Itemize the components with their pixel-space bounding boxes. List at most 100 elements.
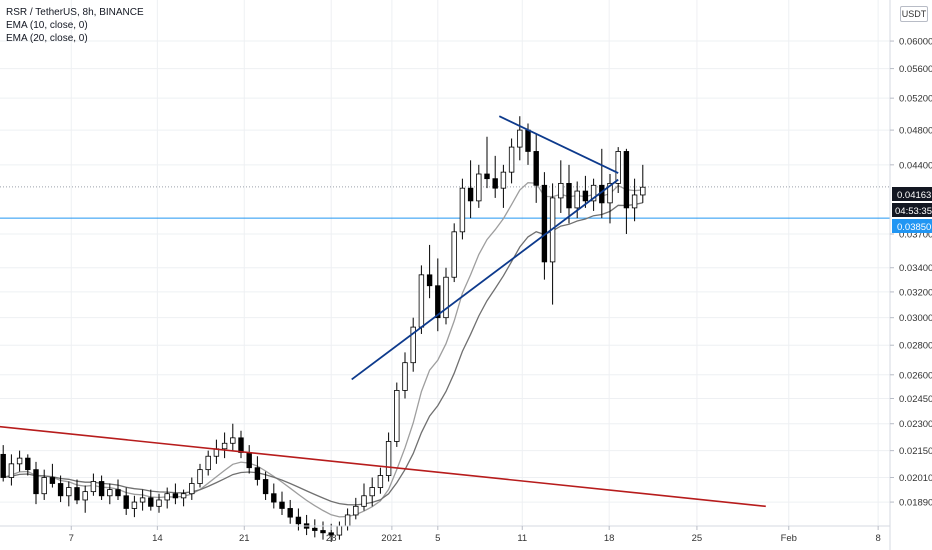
candle-body [271, 493, 277, 503]
candle-body [435, 285, 441, 319]
candle-body [484, 173, 490, 180]
candle-body [353, 505, 359, 516]
candle-body [467, 187, 474, 202]
candle [599, 148, 605, 219]
hline-price-label: 0.03850 [897, 222, 931, 233]
candle-body [320, 530, 326, 534]
candle-body [361, 495, 367, 507]
candle-body [344, 514, 351, 527]
candle [320, 521, 326, 540]
candle-body [541, 184, 548, 263]
red-trend-line[interactable] [0, 392, 766, 508]
candle-body [426, 274, 433, 287]
x-tick-label: 8 [875, 533, 880, 544]
candle-body [492, 178, 498, 189]
symbol-title[interactable]: RSR / TetherUS, 8h, BINANCE [6, 7, 144, 18]
candle [402, 352, 408, 399]
candle-body [418, 274, 425, 328]
price-axis[interactable]: 0.06000 0.05600 0.05200 0.04800 0.04400 0.037… [890, 37, 932, 509]
time-axis[interactable]: 7 14 21 28 2021 5 11 18 25 Feb 8 [69, 526, 881, 544]
candle [615, 147, 621, 194]
candle [164, 487, 170, 509]
candle-body [254, 467, 261, 480]
y-tick-label: 0.02800 [899, 341, 932, 352]
candle [426, 244, 433, 299]
candle-body [443, 276, 449, 319]
candle [0, 445, 6, 482]
annotation-lines [0, 186, 890, 219]
candle [123, 487, 129, 515]
candle [353, 497, 359, 520]
candle-body [385, 441, 392, 476]
candle [566, 164, 572, 224]
candle-body [508, 146, 515, 173]
candle-body [41, 477, 47, 495]
candle-body [221, 442, 228, 450]
candle [197, 463, 203, 488]
triangle-upper-line[interactable] [498, 115, 619, 174]
candle [49, 463, 56, 488]
candle [517, 116, 523, 161]
ema20-legend[interactable]: EMA (20, close, 0) [6, 33, 88, 44]
y-tick-label: 0.02450 [899, 394, 932, 405]
candle-body [57, 483, 64, 497]
candle [443, 267, 449, 325]
candle-body [558, 182, 564, 199]
candle-body [402, 362, 408, 391]
candle [271, 483, 277, 509]
candle [238, 430, 244, 459]
candle [254, 456, 261, 486]
candle [16, 450, 23, 472]
candle-body [394, 390, 400, 442]
candle-body [8, 463, 15, 478]
candle [279, 491, 285, 515]
candle-body [517, 129, 523, 148]
candle [172, 483, 179, 505]
candle-body [590, 184, 597, 202]
candle [623, 148, 630, 234]
candle [98, 475, 105, 500]
candle-body [189, 483, 195, 495]
candle-body [369, 487, 375, 497]
candle-body [33, 469, 39, 495]
candle [361, 483, 367, 511]
candle-body [451, 231, 457, 278]
candle [221, 432, 228, 459]
candle [640, 164, 646, 203]
candle [541, 172, 548, 280]
triangle-lower-line[interactable] [351, 178, 619, 381]
x-tick-label: 11 [517, 533, 527, 544]
candle-body [90, 481, 97, 493]
x-tick-label: 21 [239, 533, 250, 544]
x-tick-label: 14 [152, 533, 163, 544]
candle-body [123, 495, 129, 509]
candle [377, 467, 384, 494]
candle-body [607, 182, 613, 204]
y-tick-label: 0.05200 [899, 94, 932, 105]
candle [344, 508, 351, 531]
x-tick-label: 2021 [381, 533, 402, 544]
y-tick-label: 0.06000 [899, 37, 932, 48]
candle-body [615, 151, 621, 184]
candle [262, 471, 269, 500]
y-tick-label: 0.03400 [899, 263, 932, 274]
candle-body [574, 190, 580, 209]
candle-body [525, 129, 531, 152]
candles [0, 116, 646, 543]
candle [476, 164, 482, 208]
candle [451, 223, 457, 283]
candle [180, 489, 187, 507]
currency-badge[interactable]: USDT [900, 6, 928, 22]
candle [508, 138, 515, 184]
candle-body [180, 493, 187, 499]
candle-body [0, 453, 6, 478]
drawings[interactable] [0, 115, 766, 508]
ema10-legend[interactable]: EMA (10, close, 0) [6, 20, 88, 31]
candle [148, 489, 154, 511]
candle-body [640, 186, 646, 196]
candle [74, 479, 80, 505]
candle [558, 160, 564, 213]
candle-body [295, 516, 302, 525]
candle-body [74, 487, 80, 501]
